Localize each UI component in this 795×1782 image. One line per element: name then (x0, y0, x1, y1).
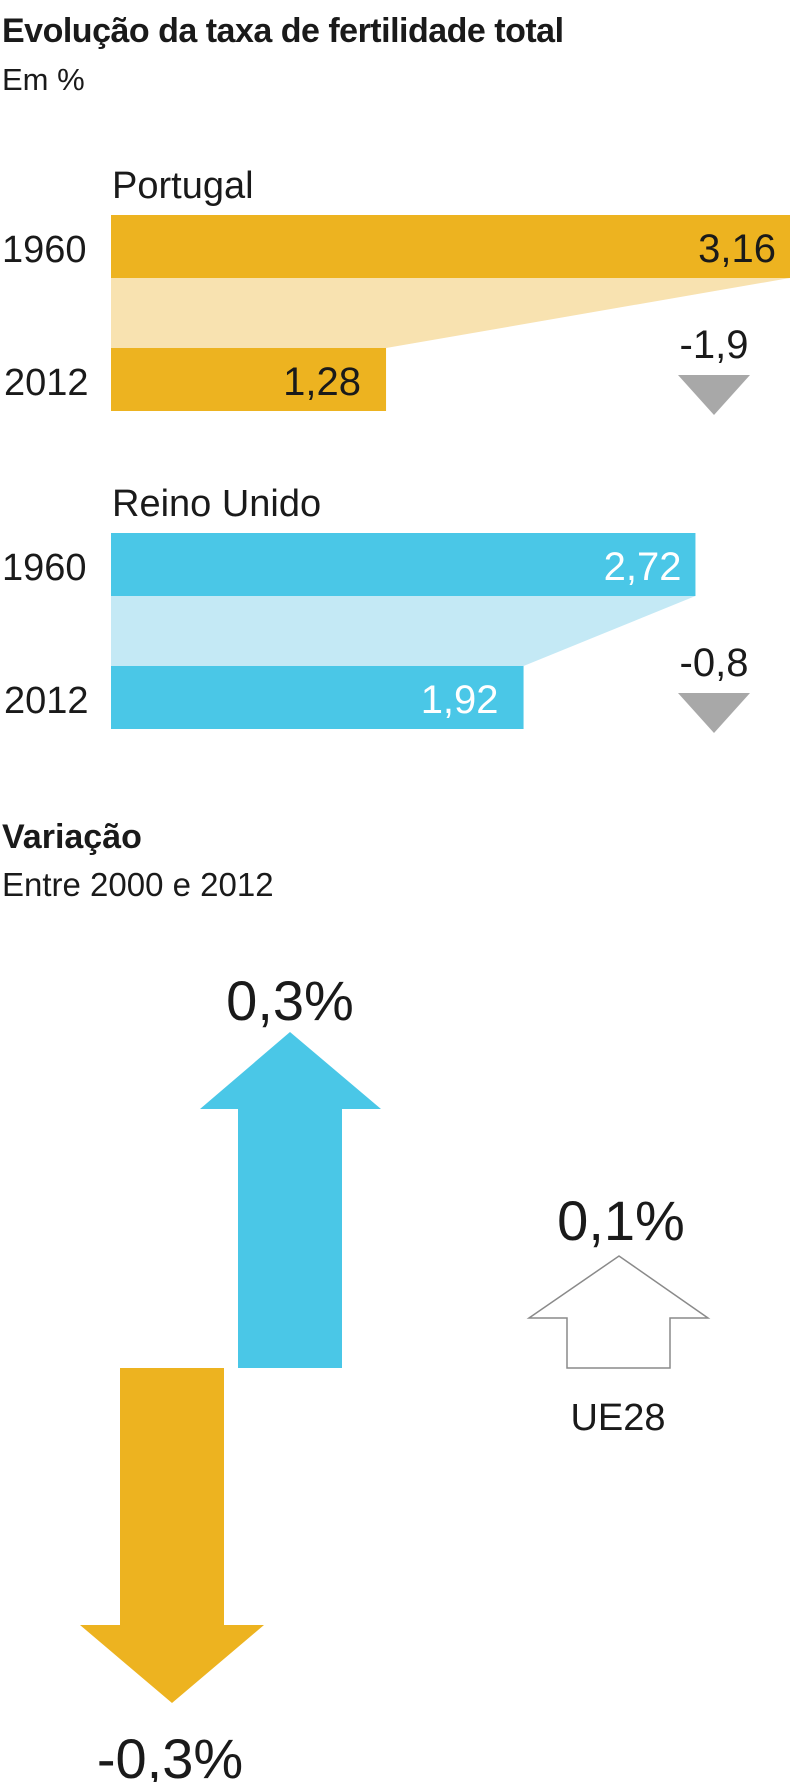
variation-subtitle: Entre 2000 e 2012 (2, 866, 274, 903)
uk-variation-label: 0,3% (226, 969, 354, 1032)
portugal-bar-1960 (111, 215, 790, 278)
portugal-connector-band (111, 278, 790, 348)
reino-unido-year-label-1960: 1960 (2, 547, 87, 589)
portugal-change-label: -1,9 (680, 323, 749, 367)
reino-unido-series-label: Reino Unido (112, 483, 321, 525)
reino-unido-decrease-triangle (678, 693, 750, 733)
portugal-variation-label: -0,3% (97, 1727, 243, 1782)
portugal-year-label-1960: 1960 (2, 229, 87, 271)
variation-title: Variação (2, 818, 142, 856)
portugal-series-label: Portugal (112, 165, 254, 207)
reino-unido-value-label-1960: 2,72 (604, 545, 682, 589)
reino-unido-connector-band (111, 596, 696, 666)
portugal-value-label-2012: 1,28 (283, 360, 361, 404)
portugal-decrease-triangle (678, 375, 750, 415)
eu28-variation-arrow (526, 1255, 711, 1369)
reino-unido-change-label: -0,8 (680, 641, 749, 685)
eu28-name-label: UE28 (570, 1397, 665, 1439)
portugal-value-label-1960: 3,16 (698, 227, 776, 271)
portugal-bar-2012 (111, 348, 387, 411)
fertility-bar-chart: Portugal 1960 2012 3,16 1,28 -1,9 Reino Unido 1… (2, 165, 790, 733)
chart-subtitle: Em % (2, 62, 85, 97)
chart-title: Evolução da taxa de fertilidade total (2, 12, 564, 50)
reino-unido-year-label-2012: 2012 (4, 680, 89, 722)
portugal-variation-arrow (80, 1368, 264, 1703)
eu28-variation-label: 0,1% (557, 1189, 685, 1252)
reino-unido-bar-1960 (111, 533, 696, 596)
reino-unido-value-label-2012: 1,92 (421, 678, 499, 722)
reino-unido-bar-2012 (111, 666, 524, 729)
portugal-year-label-2012: 2012 (4, 362, 89, 404)
uk-variation-arrow (200, 1032, 381, 1368)
